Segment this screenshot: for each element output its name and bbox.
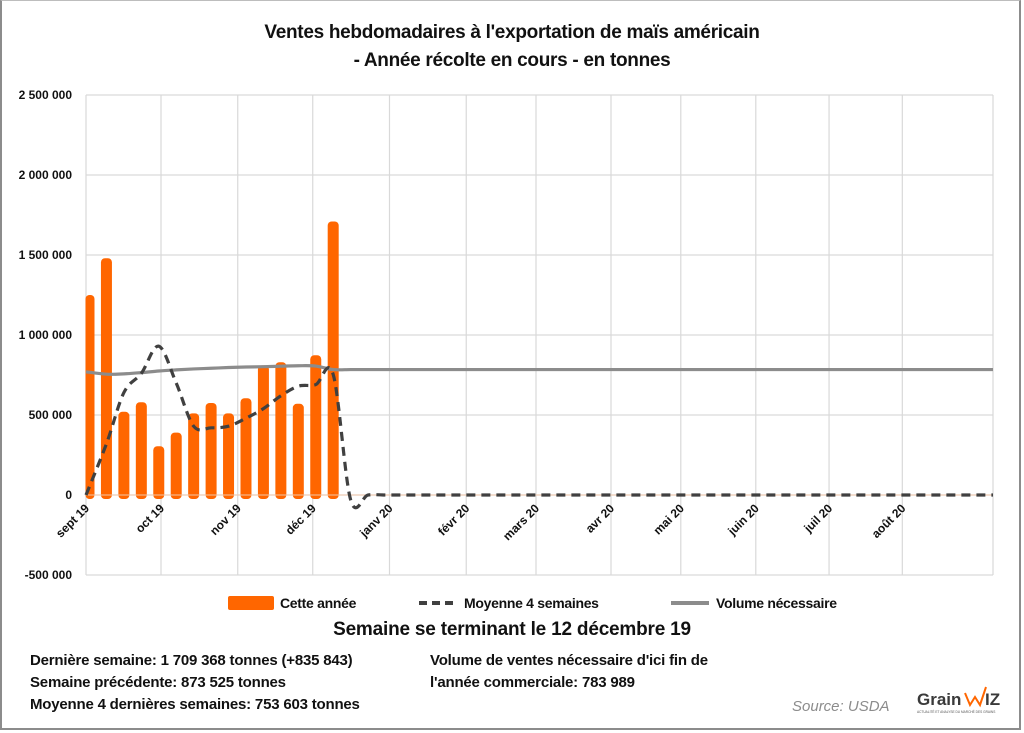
bar-cette-annee [223, 413, 235, 499]
x-tick-label: avr 20 [583, 501, 618, 536]
stat-last-week: Dernière semaine: 1 709 368 tonnes (+835… [30, 652, 353, 669]
bar-cette-annee [188, 413, 200, 499]
stat-needed-line1: Volume de ventes nécessaire d'ici fin de [430, 652, 708, 669]
legend-label: Volume nécessaire [716, 595, 837, 611]
bar-cette-annee [170, 432, 182, 499]
legend-item-cette-annee: Cette année [228, 593, 356, 613]
chart-plot: 2 500 000 2 000 000 1 500 000 1 000 000 500 … [19, 88, 994, 582]
x-tick-label: juil 20 [801, 501, 836, 536]
svg-text:Grain: Grain [917, 690, 961, 709]
stats-right: Volume de ventes nécessaire d'ici fin de… [430, 650, 708, 694]
line-volume-necessaire [85, 364, 993, 376]
x-tick-label: oct 19 [133, 501, 168, 536]
line-moyenne-4-semaines [84, 344, 993, 510]
chart-title: Ventes hebdomadaires à l'exportation de … [264, 22, 760, 43]
y-tick-label: 2 000 000 [19, 168, 73, 182]
source-label: Source: USDA [792, 698, 890, 715]
y-tick-label: 1 500 000 [19, 248, 73, 262]
bar-cette-annee [85, 295, 95, 499]
y-tick-label: 500 000 [29, 408, 73, 422]
legend-swatch-dashed [419, 601, 457, 605]
x-tick-label: févr 20 [435, 501, 472, 538]
legend-swatch-bar [228, 596, 274, 610]
bar-cette-annee [153, 446, 165, 499]
bar-cette-annee [118, 411, 130, 499]
bar-cette-annee [310, 355, 322, 499]
bar-cette-annee [292, 403, 304, 499]
bar-cette-annee [205, 403, 217, 499]
x-tick-label: juin 20 [724, 501, 762, 539]
x-tick-label: nov 19 [207, 501, 244, 538]
y-tick-label: 2 500 000 [19, 88, 73, 102]
legend-item-volume: Volume nécessaire [670, 593, 837, 613]
bar-cette-annee [100, 258, 112, 499]
stat-needed-line2: l'année commerciale: 783 989 [430, 674, 635, 691]
stats-left: Dernière semaine: 1 709 368 tonnes (+835… [30, 650, 360, 716]
bar-cette-annee [275, 362, 287, 499]
stat-avg-4-weeks: Moyenne 4 dernières semaines: 753 603 to… [30, 696, 360, 713]
y-tick-label: -500 000 [25, 568, 73, 582]
bar-cette-annee [257, 365, 269, 499]
legend-item-moyenne: Moyenne 4 semaines [418, 593, 599, 613]
legend-swatch-solid [671, 601, 709, 605]
svg-text:ACTUALITÉ ET ANALYSE DU MARCHÉ: ACTUALITÉ ET ANALYSE DU MARCHÉ DES GRAIN… [917, 709, 995, 714]
x-tick-label: déc 19 [283, 501, 320, 538]
chart-subtitle: - Année récolte en cours - en tonnes [353, 50, 671, 71]
grainwiz-logo: Grain IZ ACTUALITÉ ET ANALYSE DU MARCHÉ … [917, 686, 1000, 714]
bar-cette-annee [327, 221, 339, 500]
y-tick-label: 0 [65, 488, 72, 502]
bar-cette-annee [135, 402, 147, 499]
bar-cette-annee [240, 398, 252, 499]
stat-previous-week: Semaine précédente: 873 525 tonnes [30, 674, 286, 691]
legend-label: Moyenne 4 semaines [464, 595, 599, 611]
svg-text:IZ: IZ [985, 690, 1000, 709]
legend-label: Cette année [280, 595, 357, 611]
y-tick-label: 1 000 000 [19, 328, 73, 342]
week-ending-label: Semaine se terminant le 12 décembre 19 [333, 619, 691, 640]
x-tick-label: mai 20 [651, 501, 688, 538]
